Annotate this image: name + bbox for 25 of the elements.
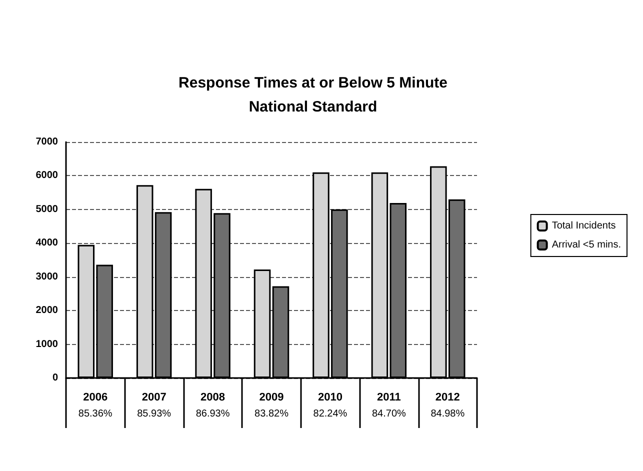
x-tick-label: 2012 xyxy=(435,392,460,404)
y-tick-label: 7000 xyxy=(36,136,58,148)
x-tick-label: 2008 xyxy=(200,392,226,404)
legend-label: Total Incidents xyxy=(552,220,616,232)
y-tick-label: 5000 xyxy=(36,204,58,215)
x-tick-label: 2009 xyxy=(259,392,284,404)
y-tick-label: 1000 xyxy=(36,338,58,350)
y-tick-label: 0 xyxy=(52,372,58,384)
y-tick-label: 3000 xyxy=(36,271,58,282)
text: 86.93% xyxy=(196,408,230,420)
text: 85.93% xyxy=(137,408,172,420)
y-tick-label: 2000 xyxy=(36,305,58,316)
text: 82.24% xyxy=(313,408,348,420)
y-tick-label: 4000 xyxy=(36,238,58,249)
text: 83.82% xyxy=(254,408,289,420)
legend-label: Arrival <5 mins. xyxy=(552,240,622,250)
x-tick-label: 2010 xyxy=(318,392,342,404)
x-tick-label: 2011 xyxy=(376,392,401,404)
y-tick-label: 6000 xyxy=(36,170,58,182)
x-tick-label: 2007 xyxy=(142,392,166,404)
text: 84.70% xyxy=(372,408,406,420)
chart-title: Response Times at or Below 5 Minute National Standard xyxy=(178,74,448,116)
text: 85.36% xyxy=(78,408,112,420)
text: 84.98% xyxy=(430,408,465,420)
x-tick-label: 2006 xyxy=(83,392,108,404)
